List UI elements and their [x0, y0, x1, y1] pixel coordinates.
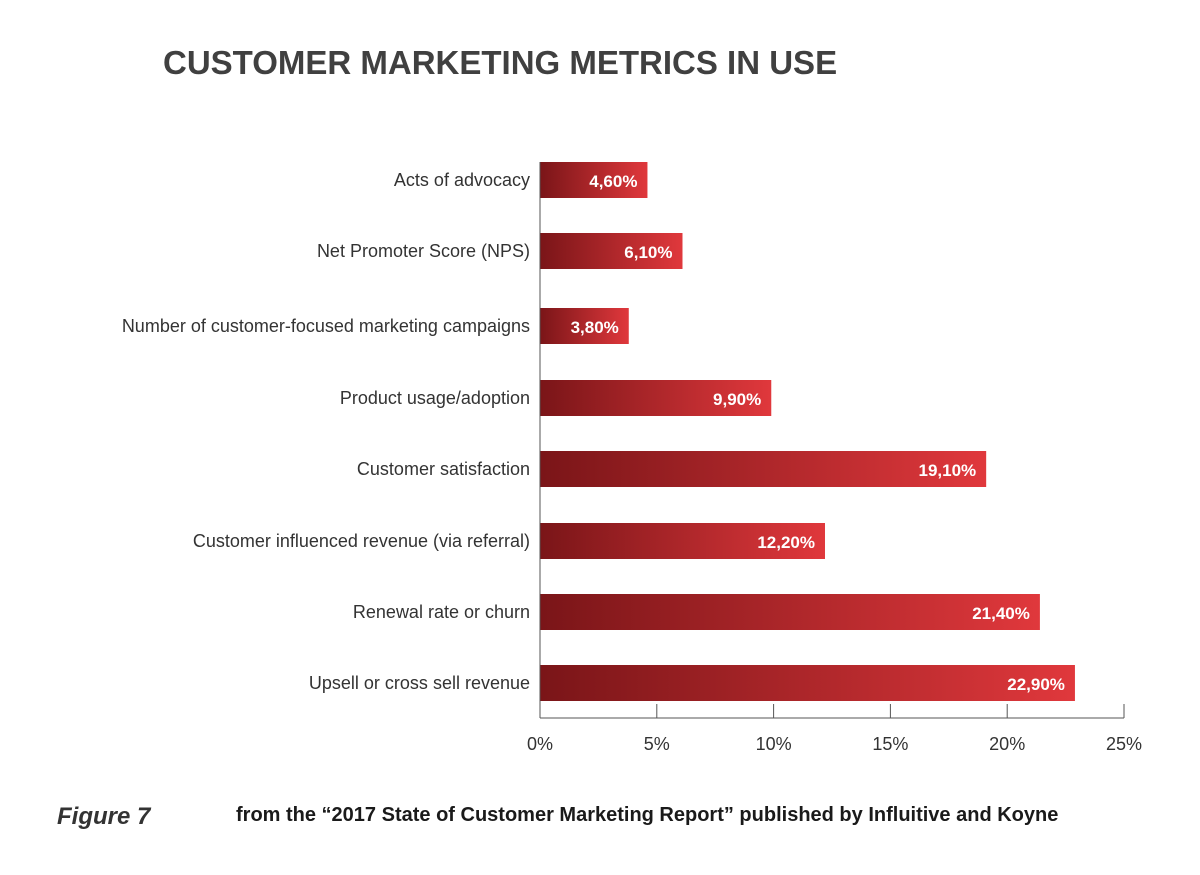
bars-layer: Acts of advocacy 4,60% Net Promoter Score …: [122, 162, 1075, 701]
category-label: Acts of advocacy: [394, 170, 530, 190]
bar: [540, 665, 1075, 701]
category-label: Renewal rate or churn: [353, 602, 530, 622]
x-tick-label: 15%: [872, 734, 908, 754]
value-label: 19,10%: [919, 461, 977, 480]
figure-label: Figure 7: [57, 803, 151, 830]
bar: [540, 523, 825, 559]
value-label: 3,80%: [571, 318, 619, 337]
value-label: 4,60%: [589, 172, 637, 191]
x-tick-label: 25%: [1106, 734, 1142, 754]
value-label: 6,10%: [624, 243, 672, 262]
category-label: Customer influenced revenue (via referra…: [193, 531, 530, 551]
category-label: Net Promoter Score (NPS): [317, 241, 530, 261]
bar: [540, 380, 772, 416]
x-tick-label: 10%: [756, 734, 792, 754]
category-label: Customer satisfaction: [357, 459, 530, 479]
value-label: 21,40%: [972, 604, 1030, 623]
x-tick-label: 20%: [989, 734, 1025, 754]
bar: [540, 594, 1040, 630]
value-label: 22,90%: [1007, 675, 1065, 694]
x-tick-label: 5%: [644, 734, 670, 754]
source-citation: from the “2017 State of Customer Marketi…: [236, 804, 1059, 826]
chart-title: CUSTOMER MARKETING METRICS IN USE: [163, 44, 838, 81]
category-label: Number of customer-focused marketing cam…: [122, 316, 530, 336]
value-label: 9,90%: [713, 390, 761, 409]
bar: [540, 233, 683, 269]
bar: [540, 162, 648, 198]
category-label: Upsell or cross sell revenue: [309, 673, 530, 693]
bar: [540, 451, 987, 487]
category-label: Product usage/adoption: [340, 388, 530, 408]
x-axis: 0% 5% 10% 15% 20% 25%: [527, 162, 1142, 754]
value-label: 12,20%: [757, 533, 815, 552]
bar: [540, 308, 629, 344]
x-tick-label: 0%: [527, 734, 553, 754]
